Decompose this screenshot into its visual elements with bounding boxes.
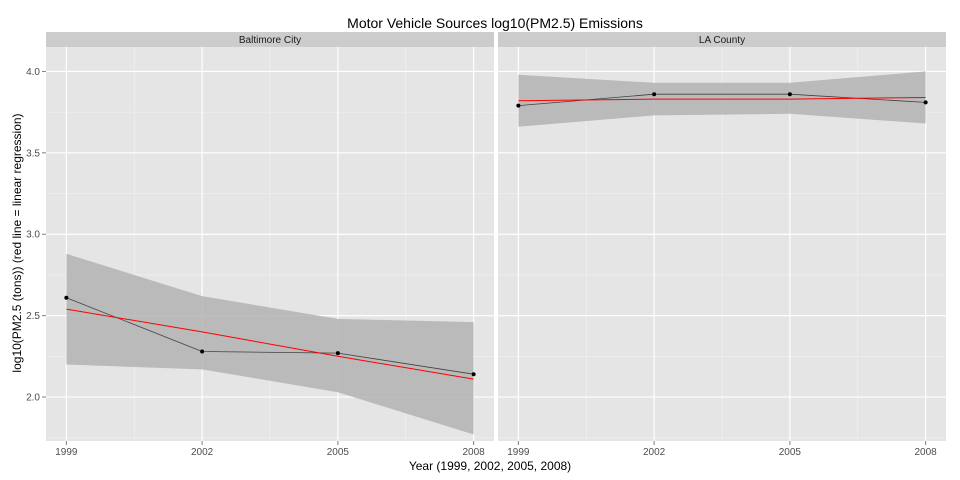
y-tick-label: 3.0 [26,230,40,241]
y-tick-label: 4.0 [26,67,40,78]
data-point [335,351,340,356]
observed-series-line [66,297,474,375]
facet-strip-label: LA County [699,35,745,46]
data-point [787,92,792,97]
y-tick-label: 2.5 [26,311,40,322]
facet-strip [498,32,946,47]
data-point [64,295,69,300]
x-axis-label: Year (1999, 2002, 2005, 2008) [409,459,571,473]
chart-title: Motor Vehicle Sources log10(PM2.5) Emiss… [347,15,643,31]
facet-panel-1: LA County 1999 2002 2005 2008 [498,32,946,458]
x-tick-label: 1999 [507,447,530,458]
y-tick-label: 3.5 [26,148,40,159]
data-point [652,92,657,97]
facet-strip-label: Baltimore City [239,35,301,46]
facet-panels: Baltimore City 1999 2002 2005 2008 2.0 2.5 3.0 3… [26,32,946,458]
x-tick-label: 2005 [779,447,802,458]
regression-line [518,97,926,102]
x-tick-label: 1999 [55,447,78,458]
data-point [200,349,205,354]
data-point [516,103,521,108]
y-tick-label: 2.0 [26,393,40,404]
x-tick-label: 2008 [463,447,486,458]
x-tick-label: 2005 [327,447,350,458]
regression-line [66,308,474,380]
data-point [923,100,928,105]
facet-strip [46,32,494,47]
y-axis-label: log10(PM2.5 (tons)) (red line = linear r… [10,113,24,372]
x-tick-label: 2008 [915,447,938,458]
data-point [471,372,476,377]
x-tick-label: 2002 [191,447,214,458]
facet-panel-0: Baltimore City 1999 2002 2005 2008 2.0 2.5 3.0 3… [26,32,494,458]
x-tick-label: 2002 [643,447,666,458]
